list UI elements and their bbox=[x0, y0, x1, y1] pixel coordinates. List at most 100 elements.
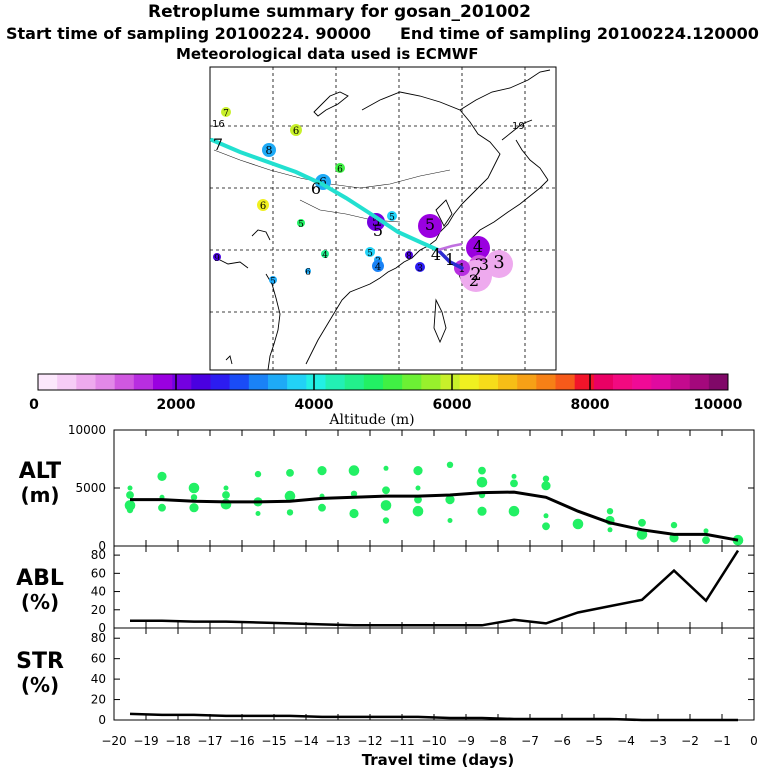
corner-label-group: 16 19 bbox=[212, 119, 525, 132]
alt-scatter-point bbox=[607, 527, 613, 533]
plume-point: 5 bbox=[367, 213, 385, 231]
alt-scatter-point bbox=[126, 506, 134, 514]
y-tick-label: 60 bbox=[91, 566, 106, 580]
alt-scatter-point bbox=[318, 503, 326, 512]
plume-label: 8 bbox=[406, 252, 412, 262]
str-panel-title: STR bbox=[16, 649, 64, 674]
colorbar-cell bbox=[440, 374, 460, 390]
alt-scatter-point bbox=[542, 475, 550, 482]
alt-scatter-point bbox=[286, 469, 294, 477]
alt-scatter-point bbox=[572, 518, 584, 530]
track-day-label: 1 bbox=[445, 250, 455, 269]
alt-scatter-point bbox=[508, 505, 520, 517]
x-tick-label: −12 bbox=[357, 734, 382, 748]
panel-side-labels: ALT (m) ABL (%) STR (%) bbox=[16, 459, 64, 697]
alt-scatter-point bbox=[382, 517, 390, 524]
plume-point: 6 bbox=[335, 163, 345, 175]
plume-label: 6 bbox=[319, 175, 327, 189]
plume-label: 5 bbox=[367, 249, 373, 259]
map-graticule bbox=[210, 67, 556, 370]
colorbar-major-dividers bbox=[175, 374, 591, 390]
track-day-label: 2 bbox=[469, 271, 479, 290]
x-tick-label: −17 bbox=[197, 734, 222, 748]
plume-circle bbox=[321, 250, 329, 258]
colorbar-cell bbox=[268, 374, 288, 390]
alt-panel: 0 5000 10000 bbox=[68, 423, 754, 553]
y-tick-label: 0 bbox=[98, 621, 106, 635]
track-day-label: 3 bbox=[479, 255, 489, 274]
plume-point: 3 bbox=[485, 250, 513, 278]
end-time-label: End time of sampling 20100224.120000 bbox=[400, 24, 759, 43]
colorbar-cell bbox=[689, 374, 710, 390]
plume-label: 7 bbox=[223, 109, 229, 119]
colorbar-cells bbox=[38, 374, 729, 390]
colorbar-cell bbox=[38, 374, 58, 390]
alt-scatter-point bbox=[255, 511, 261, 516]
y-tick-label: 0 bbox=[98, 713, 106, 727]
x-tick-label: −4 bbox=[617, 734, 635, 748]
abl-panel-unit: (%) bbox=[21, 590, 59, 614]
x-tick-label: −9 bbox=[457, 734, 475, 748]
colorbar-cell bbox=[517, 374, 537, 390]
plume-circle bbox=[297, 219, 305, 227]
colorbar-cell bbox=[325, 374, 345, 390]
start-time-label: Start time of sampling 20100224. 90000 bbox=[6, 24, 372, 43]
corner-label: 16 bbox=[212, 119, 225, 130]
colorbar-cell bbox=[95, 374, 115, 390]
colorbar-cell bbox=[536, 374, 556, 390]
alt-scatter-point bbox=[510, 479, 518, 488]
plume-circle bbox=[415, 262, 425, 272]
plume-label: 8 bbox=[266, 144, 273, 157]
alt-scatter-point bbox=[383, 465, 389, 471]
alt-scatter-point bbox=[478, 466, 486, 475]
plume-circle bbox=[405, 251, 413, 259]
plume-point: 6 bbox=[290, 124, 302, 137]
plume-label: 6 bbox=[305, 268, 311, 278]
track-day-label: 4 bbox=[431, 245, 441, 264]
plume-point: 6 bbox=[257, 199, 269, 212]
alt-scatter-point bbox=[223, 485, 229, 491]
colorbar-cell bbox=[344, 374, 365, 390]
alt-scatter-point bbox=[415, 485, 421, 491]
plume-circle bbox=[290, 124, 302, 136]
plume-point: 9 bbox=[213, 253, 221, 264]
y-tick-label: 60 bbox=[91, 652, 106, 666]
alt-scatter-point bbox=[348, 465, 360, 476]
plume-label: 3 bbox=[417, 264, 423, 274]
alt-scatter-point bbox=[543, 513, 549, 519]
colorbar-cell bbox=[306, 374, 326, 390]
colorbar-cell bbox=[287, 374, 307, 390]
colorbar-cell bbox=[632, 374, 652, 390]
str-panel: 0 20 40 60 80 bbox=[91, 631, 754, 727]
alt-scatter-point bbox=[284, 490, 296, 502]
plume-point: 8 bbox=[262, 143, 276, 157]
colorbar-cell bbox=[498, 374, 518, 390]
alt-scatter-point bbox=[350, 490, 358, 497]
plume-circle bbox=[305, 268, 311, 274]
y-tick-label: 20 bbox=[91, 693, 106, 707]
alt-scatter-point bbox=[254, 470, 262, 478]
x-tick-label: −15 bbox=[261, 734, 286, 748]
y-tick-label: 10000 bbox=[68, 423, 106, 437]
alt-scatter-point bbox=[445, 495, 455, 505]
plume-point: 5 bbox=[418, 214, 442, 238]
x-tick-label: 0 bbox=[750, 734, 758, 748]
track-late bbox=[436, 248, 464, 270]
plume-point: 5 bbox=[387, 211, 397, 223]
abl-y-axis: 0 20 40 60 80 bbox=[91, 548, 754, 635]
plume-point: 4 bbox=[321, 250, 329, 261]
plume-circle bbox=[387, 211, 397, 221]
abl-line bbox=[130, 549, 740, 627]
colorbar-cell bbox=[191, 374, 211, 390]
alt-scatter-point bbox=[511, 473, 517, 479]
plume-point: 4 bbox=[372, 260, 384, 273]
x-tick-label: −8 bbox=[489, 734, 507, 748]
plume-circle bbox=[372, 260, 384, 272]
y-tick-label: 5000 bbox=[75, 481, 106, 495]
alt-scatter-point bbox=[670, 521, 678, 529]
plume-label: 5 bbox=[298, 220, 304, 230]
x-tick-label: −3 bbox=[649, 734, 667, 748]
panels-frame bbox=[113, 429, 755, 721]
x-axis-labels: −20 −19 −18 −17 −16 −15 −14 −13 −12 −11 −10 −9 −8 −7−… bbox=[101, 734, 757, 748]
